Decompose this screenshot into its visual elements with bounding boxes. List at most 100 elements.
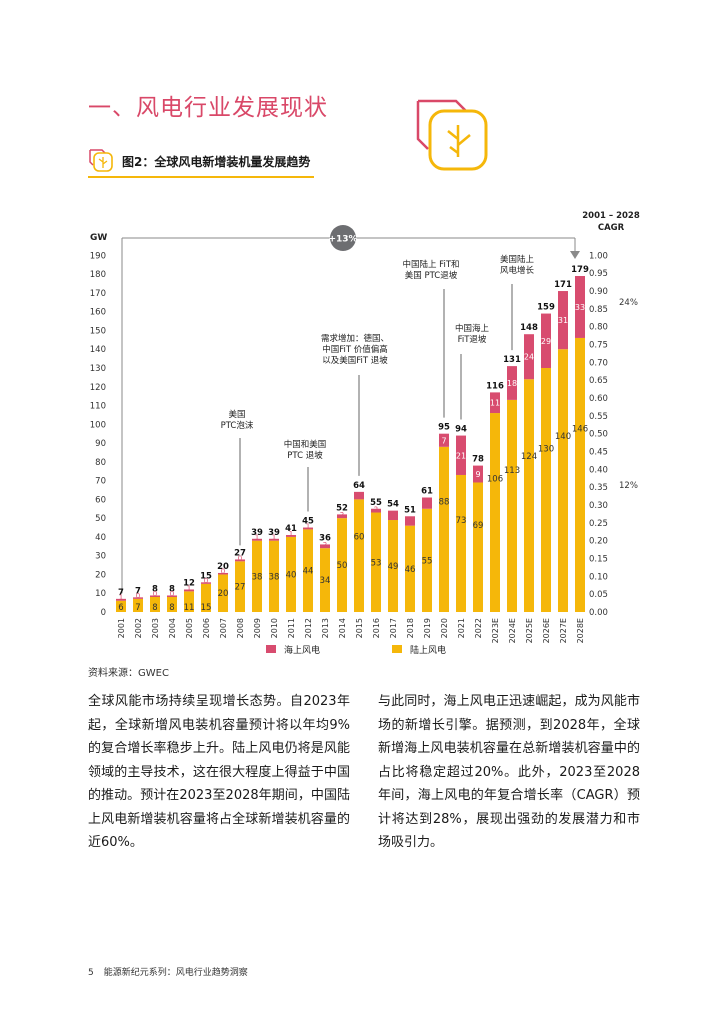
onshore-value-label: 55: [422, 556, 433, 566]
body-text-right: 与此同时，海上风电正迅速崛起，成为风能市场的新增长引擎。据预测，到2028年，全…: [378, 694, 640, 850]
onshore-bar: [286, 536, 296, 612]
right-tick-label: 0.75: [589, 341, 608, 351]
offshore-bar: [150, 595, 160, 597]
right-tick-label: 0.05: [589, 590, 608, 600]
x-tick-label: 2024E: [508, 618, 517, 643]
total-label: 64: [353, 481, 365, 491]
onshore-value-label: 6: [118, 603, 123, 613]
cagr-badge: [330, 225, 356, 251]
annotation-label: 中国FiT 价值偏高: [322, 344, 388, 355]
offshore-bar: [439, 433, 449, 447]
offshore-value-label: 1: [272, 534, 276, 542]
offshore-bar: [524, 334, 534, 380]
onshore-bar: [150, 596, 160, 612]
offshore-value-label: 0: [204, 577, 208, 585]
onshore-value-label: 73: [456, 516, 467, 526]
right-tick-label: 0.50: [589, 430, 608, 440]
x-tick-label: 2002: [134, 618, 143, 638]
offshore-bar: [320, 544, 330, 549]
right-tick-label: 0.60: [589, 394, 608, 404]
cagr-badge-label: +13%: [328, 235, 357, 245]
onshore-bar: [473, 482, 483, 612]
onshore-value-label: 106: [487, 475, 503, 485]
annotation-label: 风电增长: [500, 265, 535, 276]
onshore-value-label: 8: [169, 603, 174, 613]
x-tick-label: 2007: [219, 618, 228, 638]
onshore-bar: [167, 596, 177, 612]
y-tick-label: 150: [90, 326, 106, 336]
onshore-bar: [337, 518, 347, 612]
right-tick-label: 0.30: [589, 501, 608, 511]
offshore-value-label: 6: [425, 502, 430, 510]
total-label: 20: [217, 562, 229, 572]
offshore-value-label: 0: [170, 590, 174, 598]
y-tick-label: 50: [95, 514, 106, 524]
annotation-label: 美国: [228, 409, 245, 420]
offshore-value-label: 2: [340, 511, 344, 519]
onshore-value-label: 15: [201, 603, 212, 613]
offshore-value-label: 7: [441, 436, 446, 445]
x-tick-label: 2014: [338, 618, 347, 638]
total-label: 54: [387, 500, 399, 510]
offshore-value-label: 1: [306, 522, 310, 530]
y-tick-label: 180: [90, 270, 106, 280]
x-tick-label: 2027E: [559, 618, 568, 643]
wind-installation-chart: GW01020304050607080901001101201301401501…: [90, 211, 640, 656]
total-label: 7: [118, 588, 124, 598]
cagr-value-label: 24%: [619, 298, 638, 308]
right-axis-title: CAGR: [598, 223, 625, 233]
y-tick-label: 90: [95, 439, 106, 449]
right-tick-label: 0.35: [589, 483, 608, 493]
x-tick-label: 2010: [270, 618, 279, 638]
y-tick-label: 190: [90, 251, 106, 261]
onshore-bar: [133, 598, 143, 612]
y-tick-label: 100: [90, 420, 106, 430]
onshore-value-label: 69: [473, 521, 484, 531]
offshore-value-label: 1: [289, 530, 293, 538]
offshore-value-label: 0: [153, 590, 157, 598]
total-label: 12: [183, 578, 195, 588]
total-label: 95: [438, 423, 450, 433]
cagr-arrow-head: [570, 251, 580, 259]
x-tick-label: 2017: [389, 618, 398, 638]
x-tick-label: 2022: [474, 618, 483, 638]
legend-swatch-onshore: [392, 645, 402, 653]
total-label: 179: [571, 265, 589, 275]
right-tick-label: 0.00: [589, 608, 608, 618]
x-tick-label: 2004: [168, 618, 177, 638]
legend-label-offshore: 海上风电: [284, 644, 320, 656]
right-tick-label: 0.85: [589, 305, 608, 315]
right-axis-title: 2001 – 2028: [582, 211, 640, 221]
offshore-bar: [456, 435, 466, 475]
offshore-bar: [286, 535, 296, 537]
offshore-bar: [507, 366, 517, 400]
offshore-value-label: 0: [238, 554, 242, 562]
onshore-bar: [507, 399, 517, 612]
onshore-bar: [201, 583, 211, 612]
annotation-label: 中国海上: [455, 323, 490, 334]
x-tick-label: 2001: [117, 618, 126, 638]
y-tick-label: 110: [90, 402, 106, 412]
onshore-value-label: 50: [337, 561, 348, 571]
right-tick-label: 0.90: [589, 287, 608, 297]
right-tick-label: 0.10: [589, 572, 608, 582]
offshore-value-label: 5: [408, 519, 412, 527]
x-tick-label: 2028E: [576, 618, 585, 643]
onshore-value-label: 140: [555, 432, 571, 442]
y-tick-label: 160: [90, 308, 106, 318]
offshore-value-label: 24: [524, 353, 534, 362]
offshore-bar: [405, 516, 415, 526]
onshore-bar: [371, 512, 381, 612]
offshore-value-label: 1: [187, 584, 191, 592]
offshore-bar: [133, 597, 143, 599]
y-tick-label: 20: [95, 570, 106, 580]
annotation-label: PTC泡沫: [221, 420, 254, 431]
source-note: 资料来源：GWEC: [88, 668, 169, 679]
onshore-value-label: 20: [218, 589, 229, 599]
x-tick-label: 2012: [304, 618, 313, 638]
onshore-value-label: 113: [504, 466, 520, 476]
x-tick-label: 2020: [440, 618, 449, 638]
onshore-bar: [558, 349, 568, 612]
offshore-bar: [354, 491, 364, 500]
onshore-bar: [235, 561, 245, 612]
